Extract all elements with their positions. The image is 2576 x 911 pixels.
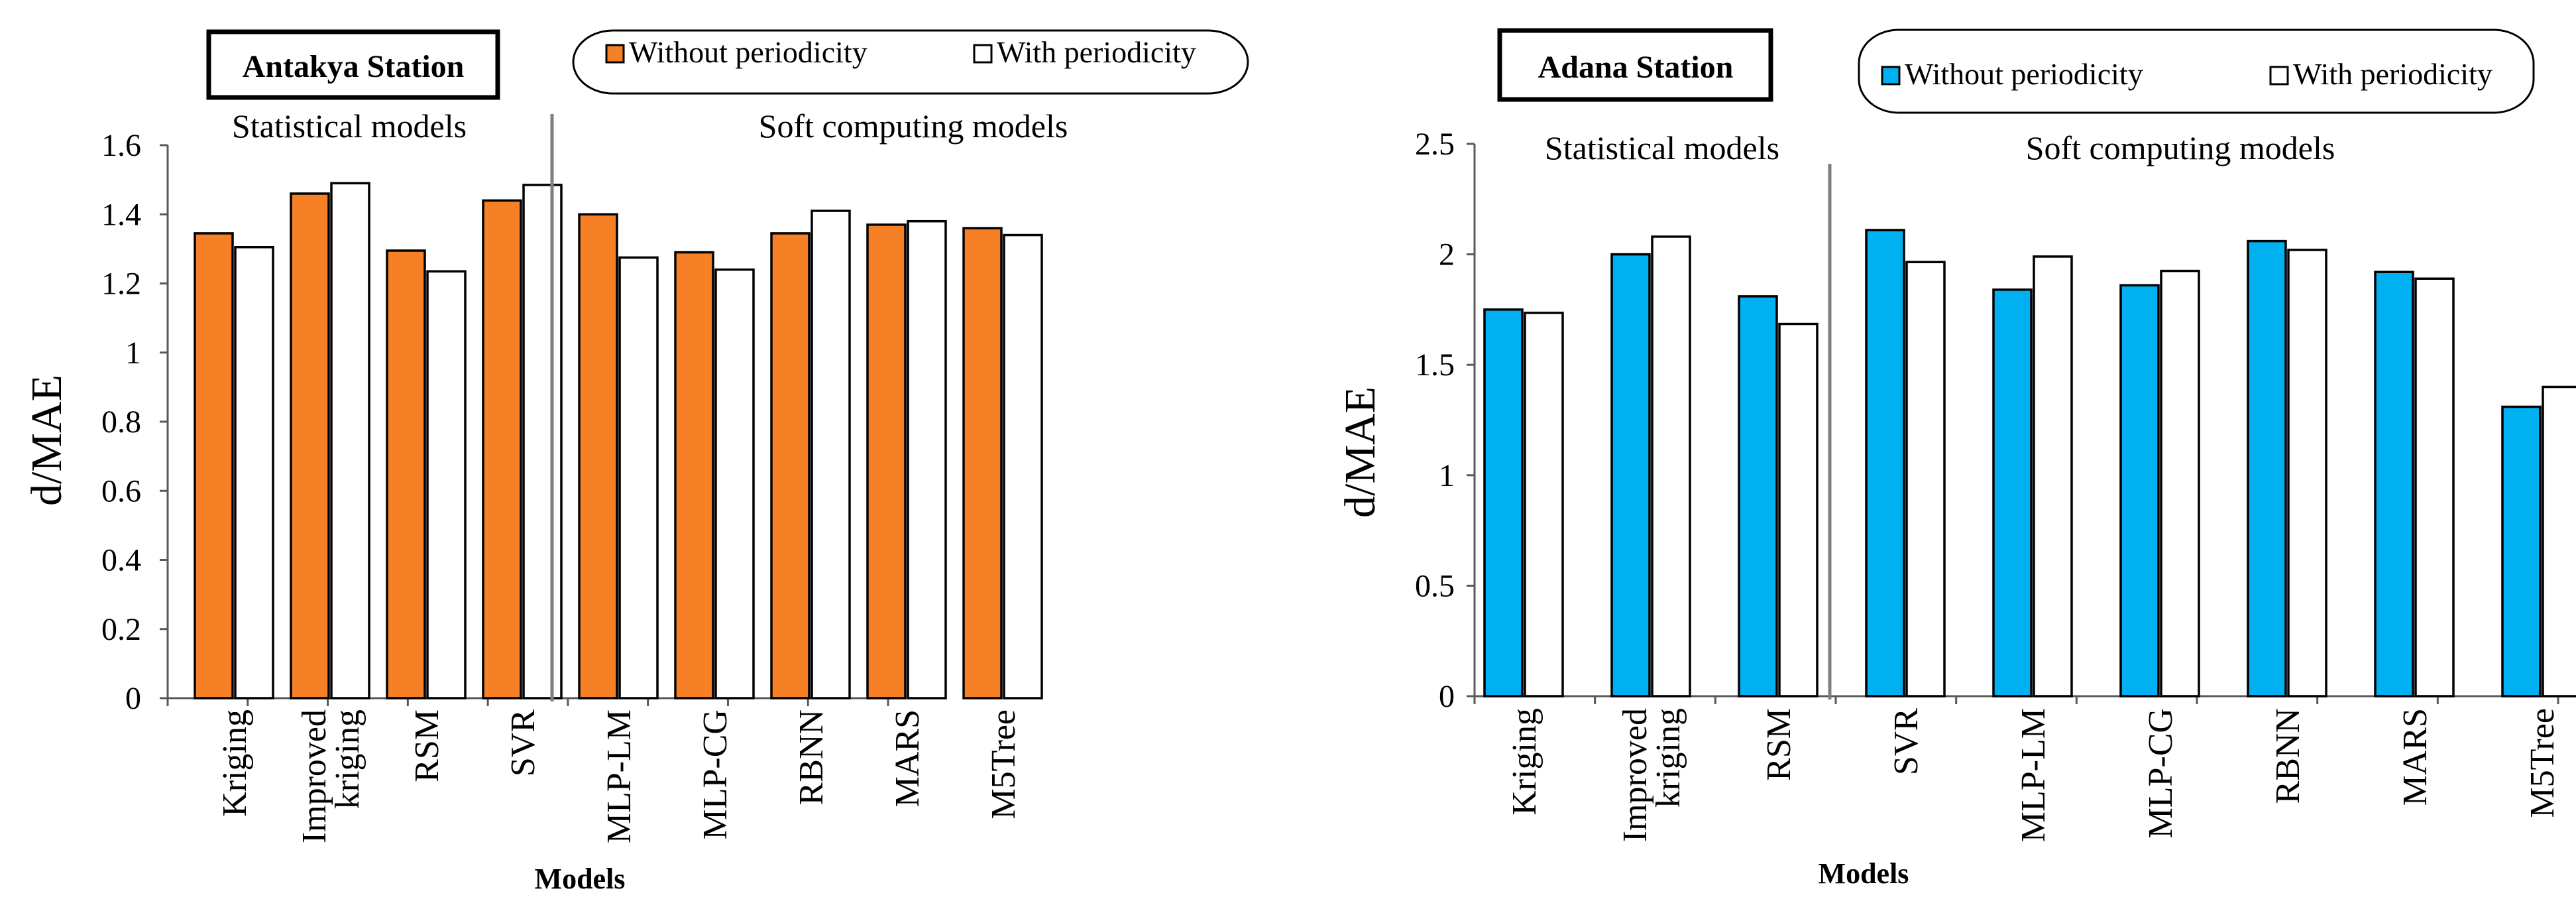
category-label: kriging xyxy=(1650,708,1687,808)
y-tick-label: 0.8 xyxy=(101,404,141,440)
y-tick-label: 0.4 xyxy=(101,543,141,578)
bar-without-periodicity xyxy=(1483,308,1524,698)
bar-without-periodicity xyxy=(1610,253,1651,698)
legend-swatch-with-periodicity xyxy=(973,44,993,64)
title-box xyxy=(206,29,500,100)
bar-without-periodicity xyxy=(290,192,330,699)
y-axis-label: d/MAE xyxy=(23,375,71,506)
legend-label: With periodicity xyxy=(997,35,1196,69)
legend-label: Without periodicity xyxy=(1905,57,2143,91)
legend-box xyxy=(572,29,1249,95)
bar-with-periodicity xyxy=(330,182,370,699)
category-label: MLP-CG xyxy=(697,709,734,839)
group-label-statistical: Statistical models xyxy=(1545,129,1779,166)
bar-with-periodicity xyxy=(522,184,563,699)
category-label: Kriging xyxy=(1506,708,1543,816)
bar-with-periodicity xyxy=(1524,312,1564,698)
bar-with-periodicity xyxy=(714,268,755,699)
bar-with-periodicity xyxy=(2160,269,2200,698)
bar-without-periodicity xyxy=(2501,405,2542,698)
y-tick-label: 1 xyxy=(1439,458,1455,493)
bar-without-periodicity xyxy=(578,213,618,699)
bar-without-periodicity xyxy=(2374,271,2414,698)
category-label: M5Tree xyxy=(985,709,1023,820)
title-box xyxy=(1497,28,1773,102)
bar-with-periodicity xyxy=(1003,233,1043,699)
bar-without-periodicity xyxy=(674,251,714,699)
bar-without-periodicity xyxy=(962,227,1003,699)
legend-box xyxy=(1858,29,2535,114)
category-label: SVR xyxy=(504,709,542,776)
bar-with-periodicity xyxy=(1905,261,1946,698)
y-tick-label: 1 xyxy=(125,335,141,371)
category-label: MLP-CG xyxy=(2142,708,2180,838)
category-label: M5Tree xyxy=(2524,708,2561,818)
category-label: kriging xyxy=(329,709,366,809)
bar-with-periodicity xyxy=(2287,249,2327,698)
y-tick-label: 1.2 xyxy=(101,267,141,302)
bar-without-periodicity xyxy=(1738,295,1778,698)
bar-with-periodicity xyxy=(907,219,947,699)
y-tick-label: 1.6 xyxy=(101,128,141,163)
bar-with-periodicity xyxy=(2542,385,2576,698)
bar-with-periodicity xyxy=(2414,277,2455,698)
category-label: RBNN xyxy=(793,709,830,805)
bar-with-periodicity xyxy=(1778,322,1819,698)
bar-without-periodicity xyxy=(482,199,522,699)
bar-with-periodicity xyxy=(426,270,467,699)
bar-without-periodicity xyxy=(1865,229,1905,698)
category-label: MLP-LM xyxy=(2015,708,2052,842)
legend-swatch-without-periodicity xyxy=(605,44,625,64)
group-label-soft-computing: Soft computing models xyxy=(759,107,1068,145)
bar-without-periodicity xyxy=(1992,288,2033,698)
y-tick-label: 0 xyxy=(1439,679,1455,714)
legend-swatch-with-periodicity xyxy=(2269,66,2289,86)
x-axis-label: Models xyxy=(535,863,626,895)
group-label-statistical: Statistical models xyxy=(232,107,467,145)
x-axis-label: Models xyxy=(1819,857,1909,890)
category-label: RBNN xyxy=(2269,708,2307,804)
category-label: MLP-LM xyxy=(600,709,638,843)
y-axis-label: d/MAE xyxy=(1336,387,1384,518)
bar-with-periodicity xyxy=(811,210,851,699)
legend-label: Without periodicity xyxy=(629,35,868,69)
y-tick-label: 0.6 xyxy=(101,473,141,509)
legend-label: With periodicity xyxy=(2293,57,2492,91)
y-tick-label: 0 xyxy=(125,681,141,716)
category-label: RSM xyxy=(408,709,446,782)
category-label: MARS xyxy=(889,709,926,807)
chart-title: Antakya Station xyxy=(243,49,465,84)
chart-antakya: 0 0.2 0.4 0.6 0.8 1 1.2 1.4 1.6 Kriging Improvedkr… xyxy=(23,29,1249,895)
bar-with-periodicity xyxy=(234,246,274,699)
y-tick-label: 1.5 xyxy=(1415,347,1455,383)
category-label: Improved xyxy=(296,709,333,843)
bar-without-periodicity xyxy=(194,232,234,699)
bar-with-periodicity xyxy=(2033,255,2073,698)
category-label: Improved xyxy=(1616,708,1654,842)
category-label: RSM xyxy=(1760,708,1798,781)
bar-without-periodicity xyxy=(386,249,426,699)
category-label: Kriging xyxy=(216,709,254,817)
legend-swatch-without-periodicity xyxy=(1881,66,1901,86)
chart-title: Adana Station xyxy=(1538,50,1734,85)
y-tick-label: 2.5 xyxy=(1415,127,1455,162)
category-label: SVR xyxy=(1887,708,1925,775)
y-tick-label: 0.2 xyxy=(101,612,141,647)
bar-with-periodicity xyxy=(1651,235,1691,698)
y-tick-label: 0.5 xyxy=(1415,568,1455,603)
group-label-soft-computing: Soft computing models xyxy=(2026,129,2335,166)
bar-without-periodicity xyxy=(770,232,811,699)
bar-without-periodicity xyxy=(2247,239,2287,698)
bar-with-periodicity xyxy=(618,256,659,699)
bar-without-periodicity xyxy=(866,223,907,699)
bar-without-periodicity xyxy=(2119,284,2160,698)
y-tick-label: 1.4 xyxy=(101,197,141,232)
y-tick-label: 2 xyxy=(1439,237,1455,273)
category-label: MARS xyxy=(2396,708,2434,806)
